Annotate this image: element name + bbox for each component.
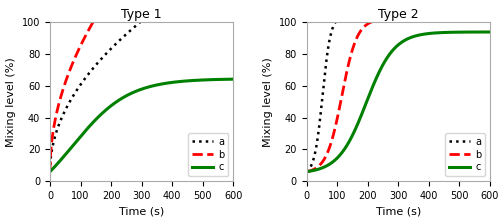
b <box>430 17 436 20</box>
Y-axis label: Mixing level (%): Mixing level (%) <box>263 57 273 147</box>
a <box>121 35 127 37</box>
c <box>446 31 452 34</box>
X-axis label: Time (s): Time (s) <box>376 206 421 217</box>
a <box>47 170 53 173</box>
Title: Type 1: Type 1 <box>122 8 162 21</box>
c <box>47 170 53 173</box>
a <box>487 14 493 17</box>
Line: c: c <box>50 79 234 172</box>
a <box>430 14 436 17</box>
c <box>66 149 71 152</box>
a <box>378 14 384 17</box>
a <box>304 170 310 173</box>
c <box>121 96 127 98</box>
c <box>450 31 456 34</box>
c <box>304 170 310 173</box>
Line: a: a <box>50 0 234 172</box>
b <box>47 170 53 173</box>
a <box>322 67 328 70</box>
a <box>128 29 134 32</box>
c <box>430 32 436 34</box>
Y-axis label: Mixing level (%): Mixing level (%) <box>6 57 16 147</box>
c <box>128 92 134 95</box>
c <box>378 67 384 70</box>
Title: Type 2: Type 2 <box>378 8 418 21</box>
Legend: a, b, c: a, b, c <box>445 133 485 176</box>
Line: c: c <box>306 32 490 172</box>
a <box>384 14 390 17</box>
c <box>230 78 236 80</box>
a <box>450 14 456 17</box>
c <box>322 165 328 168</box>
b <box>304 170 310 173</box>
Line: b: b <box>50 0 234 172</box>
X-axis label: Time (s): Time (s) <box>119 206 164 217</box>
a <box>66 102 71 105</box>
c <box>190 79 196 82</box>
b <box>384 18 390 21</box>
b <box>487 17 493 20</box>
c <box>194 79 200 82</box>
b <box>378 19 384 21</box>
Line: a: a <box>306 16 490 172</box>
c <box>487 31 493 33</box>
c <box>173 81 179 83</box>
a <box>446 14 452 17</box>
Line: b: b <box>306 19 490 172</box>
b <box>446 17 452 20</box>
b <box>450 17 456 20</box>
b <box>66 72 71 74</box>
c <box>384 56 390 59</box>
b <box>322 156 328 158</box>
a <box>470 14 476 17</box>
Legend: a, b, c: a, b, c <box>188 133 228 176</box>
